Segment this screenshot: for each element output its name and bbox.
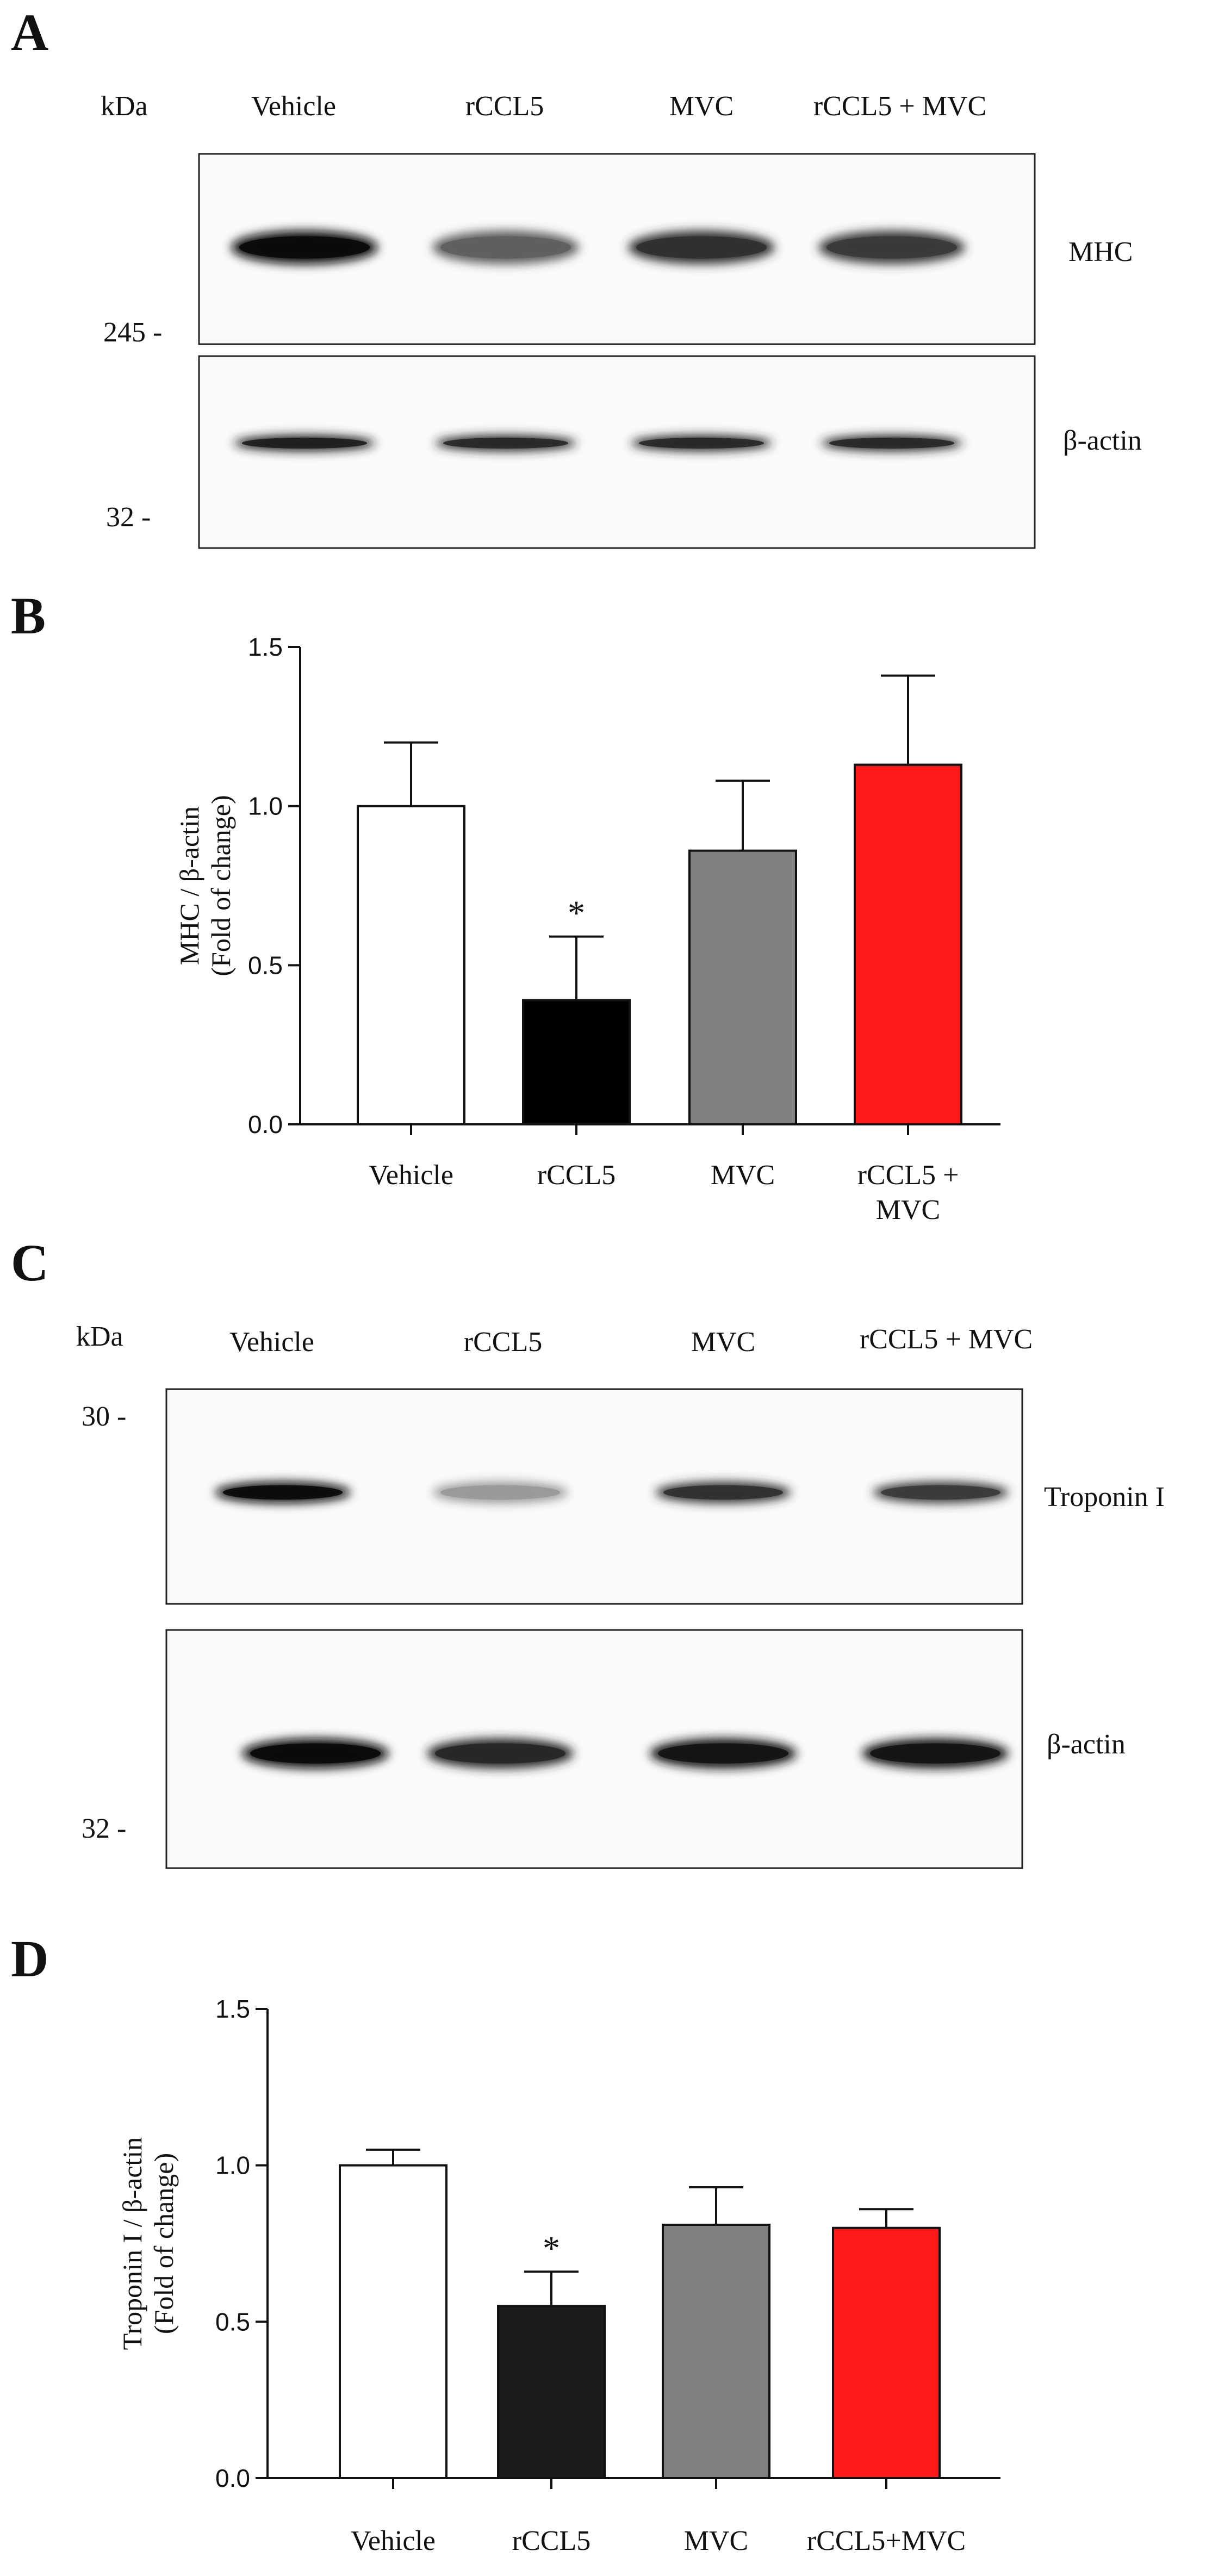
blot-a-beta-actin: [198, 355, 1036, 549]
band-core: [636, 236, 767, 259]
blot-label-a-beta-actin: β-actin: [1063, 425, 1142, 456]
bands-a-mhc: [231, 231, 965, 264]
lane-label-c-rccl5: rCCL5: [464, 1327, 542, 1358]
bar-rccl5-mvc: [832, 2226, 941, 2480]
y-tick-label: 0.5: [215, 2307, 250, 2336]
bar-vehicle: [357, 805, 465, 1125]
marker-a-32: 32 -: [106, 502, 151, 533]
bands-c-troponin: [215, 1482, 1009, 1503]
bands-c-beta-actin: [242, 1738, 1009, 1769]
x-tick-label-mvc: MVC: [684, 2525, 748, 2556]
lane-label-a-mvc: MVC: [669, 91, 734, 122]
band-core: [663, 1485, 783, 1500]
lane-label-a-rccl5-mvc: rCCL5 + MVC: [813, 91, 986, 122]
lane-label-a-vehicle: Vehicle: [251, 91, 336, 122]
panel-c: C kDa Vehicle rCCL5 MVC rCCL5 + MVC 30 -…: [11, 1234, 1165, 1869]
chart-b: B 0.0 0.5 1.0 1.5 MHC / β-actin (Fold of chan…: [11, 587, 1000, 1225]
bar-mvc: [688, 849, 797, 1125]
x-tick-label-vehicle: Vehicle: [369, 1160, 453, 1191]
band-core: [829, 438, 954, 449]
band-core: [223, 1485, 343, 1500]
y-tick-label: 0.5: [248, 951, 283, 979]
band-core: [658, 1743, 788, 1764]
bar-rccl5: [522, 999, 631, 1125]
band-core: [881, 1485, 1000, 1500]
bar-vehicle: [339, 2164, 447, 2480]
x-tick-label-rccl5-mvc: rCCL5+MVC: [807, 2525, 966, 2556]
y-axis-label: Troponin I / β-actin: [117, 2137, 147, 2350]
band-core: [440, 1485, 560, 1500]
band-core: [239, 236, 370, 259]
chart-d: D 0.0 0.5 1.0 1.5 Troponin I / β-actin (Fold …: [11, 1930, 1000, 2556]
lane-label-c-rccl5-mvc: rCCL5 + MVC: [860, 1324, 1033, 1355]
panel-letter-c: C: [11, 1234, 48, 1292]
bar-rccl5-mvc: [854, 763, 962, 1126]
y-tick-label: 0.0: [248, 1110, 283, 1138]
band-core: [440, 236, 571, 259]
x-tick-label-rccl5-mvc: MVC: [876, 1194, 940, 1225]
bands-a-beta-actin: [234, 435, 962, 451]
y-tick-label: 1.0: [248, 792, 283, 820]
y-tick-label: 0.0: [215, 2464, 250, 2492]
marker-c-32: 32 -: [82, 1813, 126, 1844]
band-core: [242, 438, 367, 449]
x-tick-label-rccl5-mvc: rCCL5 +: [857, 1160, 959, 1191]
y-axis-label-sub: (Fold of change): [148, 2153, 179, 2334]
x-tick-label-vehicle: Vehicle: [351, 2525, 436, 2556]
kda-label-a: kDa: [101, 91, 148, 122]
band-core: [443, 438, 568, 449]
y-tick-label: 1.0: [215, 2151, 250, 2180]
panel-a: A kDa Vehicle rCCL5 MVC rCCL5 + MVC MHC …: [11, 3, 1142, 549]
lane-label-c-vehicle: Vehicle: [229, 1327, 314, 1358]
lane-label-c-mvc: MVC: [691, 1327, 755, 1358]
x-tick-label-mvc: MVC: [711, 1160, 775, 1191]
x-tick-label-rccl5: rCCL5: [512, 2525, 591, 2556]
significance-marker: *: [543, 2229, 560, 2267]
band-core: [870, 1743, 1000, 1764]
band-core: [826, 236, 957, 259]
marker-a-245: 245 -: [103, 317, 162, 348]
y-axis-label-sub: (Fold of change): [206, 795, 236, 976]
marker-c-30: 30 -: [82, 1401, 126, 1432]
panel-letter-d: D: [11, 1930, 48, 1988]
y-axis-label: MHC / β-actin: [174, 806, 204, 965]
bar-mvc: [662, 2223, 770, 2479]
blot-label-c-troponin: Troponin I: [1044, 1482, 1165, 1513]
blot-label-c-beta-actin: β-actin: [1047, 1729, 1126, 1760]
y-tick-label: 1.5: [248, 633, 283, 661]
x-tick-label-rccl5: rCCL5: [537, 1160, 616, 1191]
panel-letter-b: B: [11, 587, 46, 645]
significance-marker: *: [568, 894, 585, 932]
band-core: [639, 438, 764, 449]
kda-label-c: kDa: [76, 1321, 123, 1352]
blot-label-a-mhc: MHC: [1068, 237, 1133, 267]
band-core: [250, 1743, 381, 1764]
y-tick-label: 1.5: [215, 1995, 250, 2023]
panel-letter-a: A: [11, 3, 48, 61]
band-core: [435, 1743, 565, 1764]
bar-rccl5: [497, 2305, 606, 2480]
lane-label-a-rccl5: rCCL5: [465, 91, 544, 122]
